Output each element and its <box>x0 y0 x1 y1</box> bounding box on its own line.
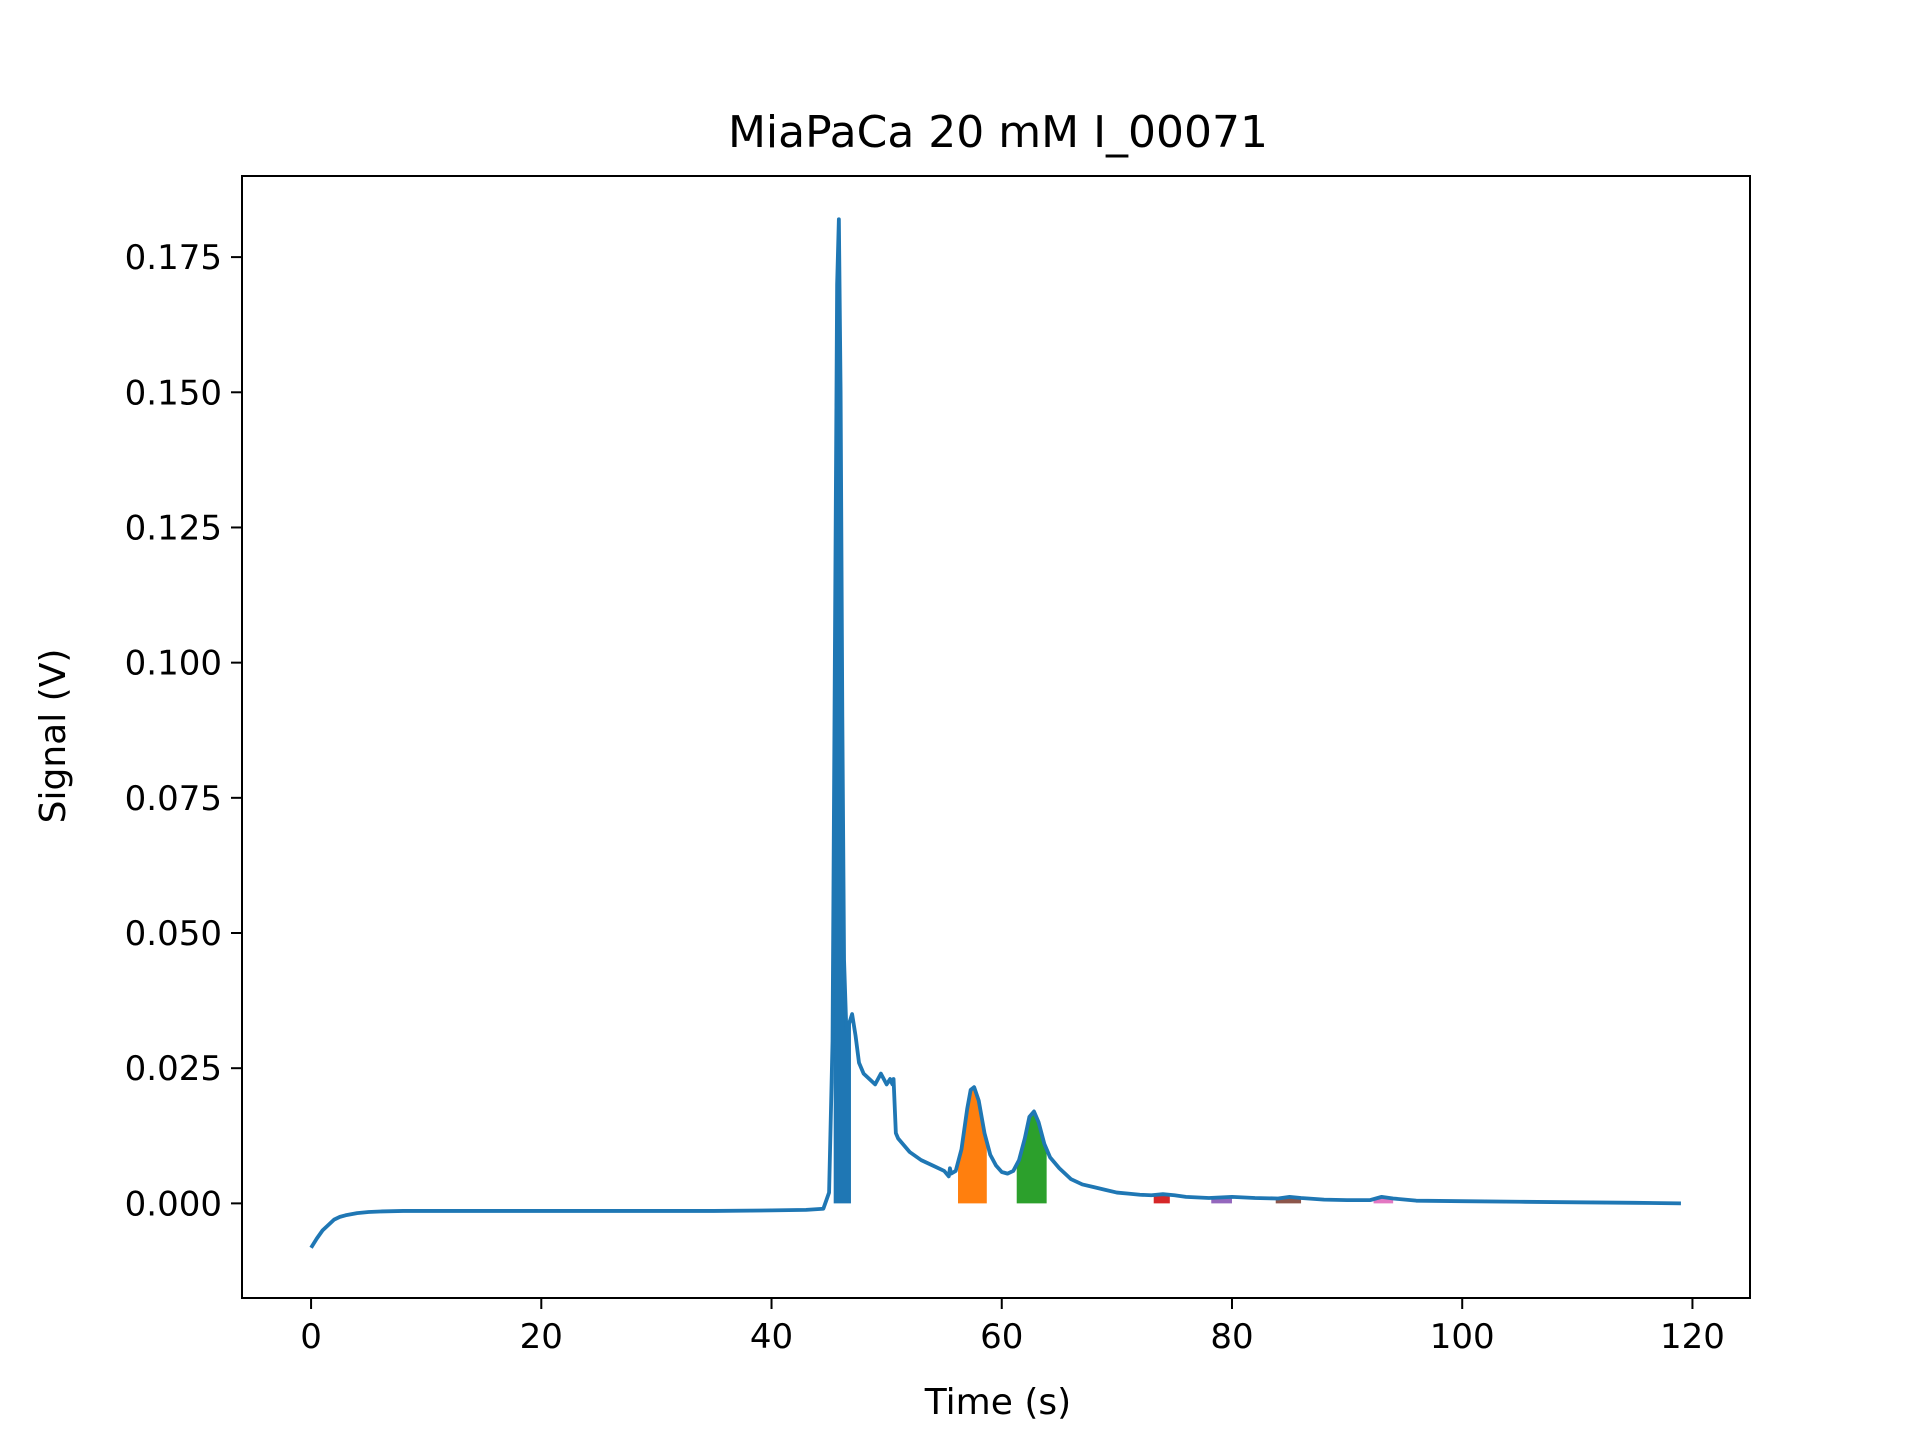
peak-fill-2 <box>958 1087 987 1204</box>
peak-fill-3 <box>1016 1111 1047 1204</box>
y-tick-label: 0.000 <box>125 1184 222 1224</box>
x-tick-label: 100 <box>1430 1317 1495 1357</box>
y-tick-label: 0.025 <box>125 1049 222 1089</box>
signal-line <box>309 217 1681 1249</box>
plot-frame <box>241 175 1751 1299</box>
y-tick-label: 0.150 <box>125 373 222 413</box>
y-tick-label: 0.075 <box>125 779 222 819</box>
y-tick-label: 0.100 <box>125 644 222 684</box>
y-tick-label: 0.175 <box>125 238 222 278</box>
x-tick-label: 0 <box>300 1317 322 1357</box>
x-tick-label: 40 <box>750 1317 793 1357</box>
x-tick-label: 60 <box>980 1317 1023 1357</box>
y-axis-label: Signal (V) <box>33 649 74 824</box>
x-tick-label: 20 <box>520 1317 563 1357</box>
x-tick-label: 120 <box>1660 1317 1725 1357</box>
chart-title: MiaPaCa 20 mM I_00071 <box>728 107 1268 158</box>
plot-area: 0 20 40 60 80 100 120 0.000 0.025 0.050 0.075 0.100… <box>125 175 1751 1357</box>
peak-fill-1 <box>833 219 851 1204</box>
y-tick-label: 0.050 <box>125 914 222 954</box>
y-tick-label: 0.125 <box>125 508 222 548</box>
x-axis-label: Time (s) <box>924 1382 1071 1423</box>
x-tick-label: 80 <box>1210 1317 1253 1357</box>
